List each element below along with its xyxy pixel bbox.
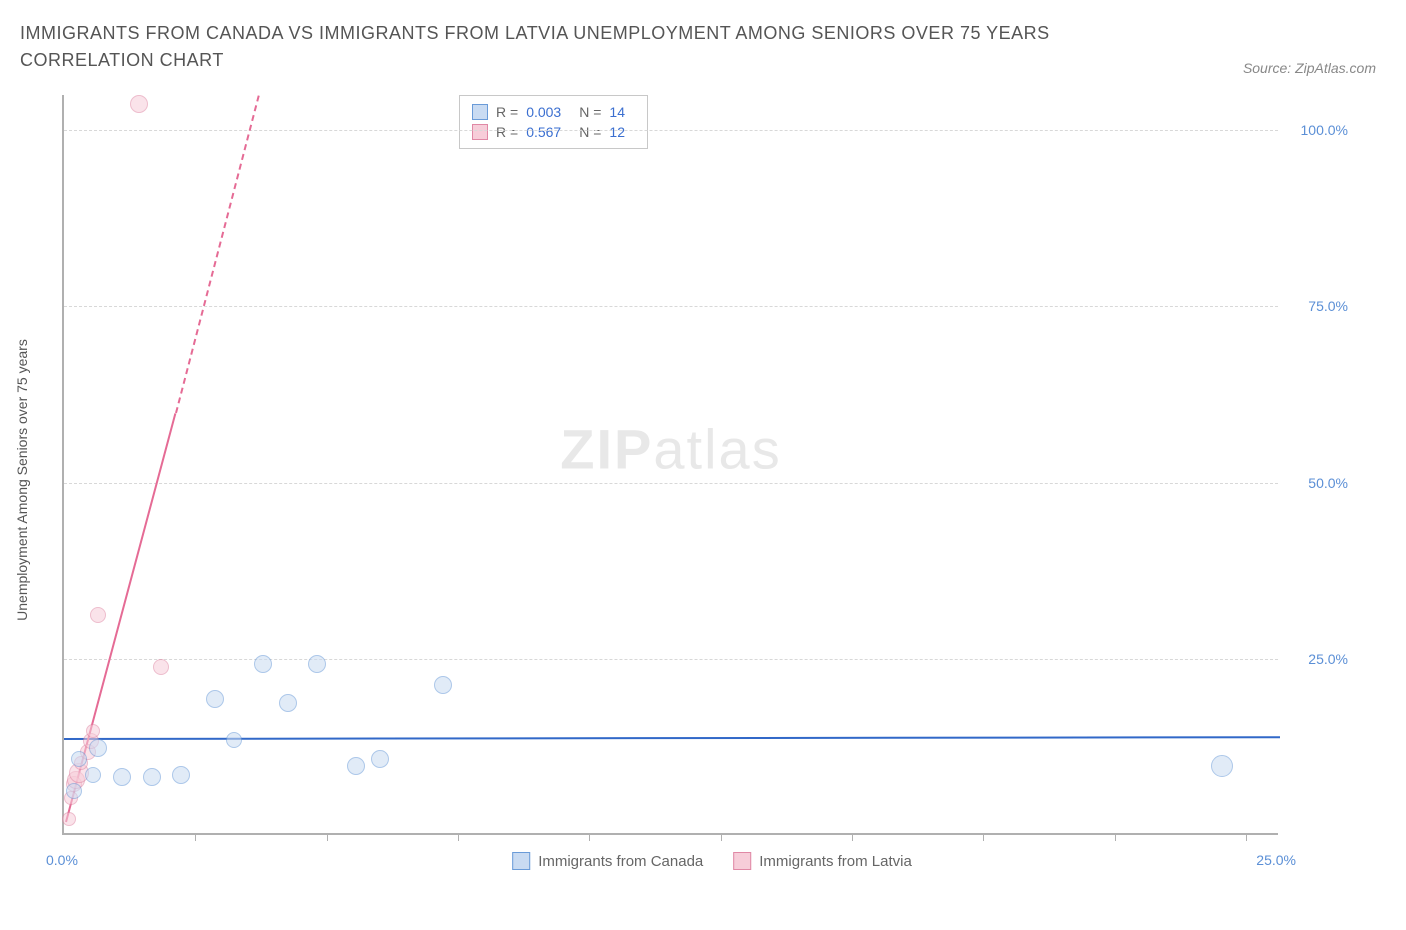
x-axis-tick [327, 833, 328, 841]
data-point-canada [71, 751, 87, 767]
legend-item: Immigrants from Latvia [733, 852, 912, 870]
watermark: ZIPatlas [560, 417, 781, 482]
data-point-latvia [90, 607, 106, 623]
x-axis-tick [852, 833, 853, 841]
gridline [64, 130, 1278, 131]
trend-line-canada [64, 736, 1280, 740]
stats-r-value: 0.567 [526, 124, 561, 140]
x-axis-tick [721, 833, 722, 841]
data-point-canada [66, 783, 82, 799]
data-point-canada [347, 757, 365, 775]
gridline [64, 483, 1278, 484]
data-point-canada [254, 655, 272, 673]
x-axis-tick [1246, 833, 1247, 841]
data-point-canada [85, 767, 101, 783]
stats-swatch [472, 124, 488, 140]
chart-area: Unemployment Among Seniors over 75 years… [62, 95, 1362, 865]
stats-n-value: 14 [609, 104, 625, 120]
stats-swatch [472, 104, 488, 120]
data-point-canada [434, 676, 452, 694]
data-point-canada [113, 768, 131, 786]
x-axis-max-label: 25.0% [1256, 852, 1296, 868]
legend: Immigrants from Canada Immigrants from La… [512, 852, 912, 870]
data-point-canada [308, 655, 326, 673]
stats-r-label: R = [496, 124, 518, 140]
chart-title: IMMIGRANTS FROM CANADA VS IMMIGRANTS FRO… [20, 20, 1140, 74]
data-point-canada [371, 750, 389, 768]
data-point-latvia [130, 95, 148, 113]
data-point-canada [1211, 755, 1233, 777]
x-axis-min-label: 0.0% [46, 852, 78, 868]
legend-label: Immigrants from Canada [538, 853, 703, 870]
stats-r-value: 0.003 [526, 104, 561, 120]
legend-item: Immigrants from Canada [512, 852, 703, 870]
gridline [64, 306, 1278, 307]
legend-swatch [733, 852, 751, 870]
stats-box: R = 0.003 N = 14 R = 0.567 N = 12 [459, 95, 648, 149]
source-attribution: Source: ZipAtlas.com [1243, 60, 1376, 76]
stats-row: R = 0.567 N = 12 [472, 122, 635, 142]
data-point-canada [206, 690, 224, 708]
legend-swatch [512, 852, 530, 870]
legend-label: Immigrants from Latvia [759, 853, 912, 870]
data-point-latvia [153, 659, 169, 675]
x-axis-tick [195, 833, 196, 841]
data-point-canada [143, 768, 161, 786]
y-axis-tick-label: 25.0% [1308, 651, 1348, 667]
watermark-rest: atlas [653, 418, 781, 481]
y-axis-tick-label: 100.0% [1301, 122, 1348, 138]
gridline [64, 659, 1278, 660]
x-axis-tick [589, 833, 590, 841]
y-axis-tick-label: 75.0% [1308, 298, 1348, 314]
data-point-latvia [62, 812, 76, 826]
data-point-latvia [86, 724, 100, 738]
stats-row: R = 0.003 N = 14 [472, 102, 635, 122]
x-axis-tick [1115, 833, 1116, 841]
data-point-canada [89, 739, 107, 757]
y-axis-title: Unemployment Among Seniors over 75 years [14, 339, 30, 621]
x-axis-tick [983, 833, 984, 841]
data-point-canada [226, 732, 242, 748]
y-axis-tick-label: 50.0% [1308, 475, 1348, 491]
data-point-canada [172, 766, 190, 784]
plot-region: ZIPatlas R =0.003N =14R =0.567N =12 0.0%… [62, 95, 1278, 835]
stats-n-label: N = [579, 104, 601, 120]
x-axis-tick [458, 833, 459, 841]
data-point-canada [279, 694, 297, 712]
trend-line-latvia-dashed [175, 96, 260, 414]
stats-n-value: 12 [609, 124, 625, 140]
stats-n-label: N = [579, 124, 601, 140]
watermark-bold: ZIP [560, 418, 653, 481]
stats-r-label: R = [496, 104, 518, 120]
